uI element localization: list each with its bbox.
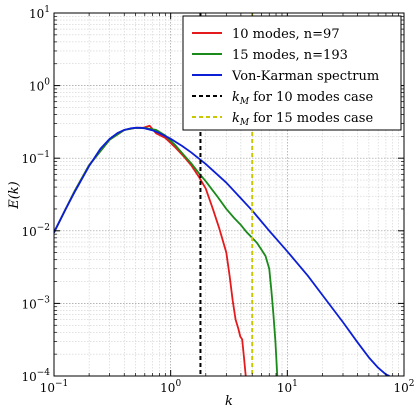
- x-tick-label: 102: [393, 379, 414, 395]
- axes-frame: [53, 12, 405, 377]
- y-tick-label: 10−1: [21, 150, 50, 166]
- legend-label-1: 15 modes, n=193: [232, 48, 348, 63]
- legend-label-4: kM for 15 modes case: [232, 111, 373, 128]
- y-tick-label: 10−3: [21, 295, 50, 311]
- plot-area: [54, 13, 390, 376]
- series-2-line: [54, 126, 390, 376]
- legend: 10 modes, n=97 15 modes, n=193 Von-Karman …: [182, 15, 402, 131]
- series-group: [54, 13, 390, 376]
- y-tick-label: 10−4: [21, 368, 50, 384]
- legend-label-3: kM for 10 modes case: [232, 90, 373, 107]
- x-tick-label: 101: [277, 379, 298, 395]
- x-tick-label: 10−1: [40, 379, 69, 395]
- y-tick-label: 100: [29, 78, 50, 94]
- y-tick-label: 10−2: [21, 223, 50, 239]
- legend-label-2: Von-Karman spectrum: [231, 69, 379, 84]
- y-tick-label: 101: [29, 5, 50, 21]
- y-axis-label: E(k): [7, 181, 22, 210]
- legend-label-0: 10 modes, n=97: [232, 27, 340, 42]
- legend-box: [182, 15, 402, 131]
- x-tick-label: 100: [160, 379, 181, 395]
- axis-ticks: 10−1 100 101 102 10−4 10−3 10−2 10−1 100 101: [21, 5, 414, 395]
- x-axis-label: k: [225, 394, 233, 409]
